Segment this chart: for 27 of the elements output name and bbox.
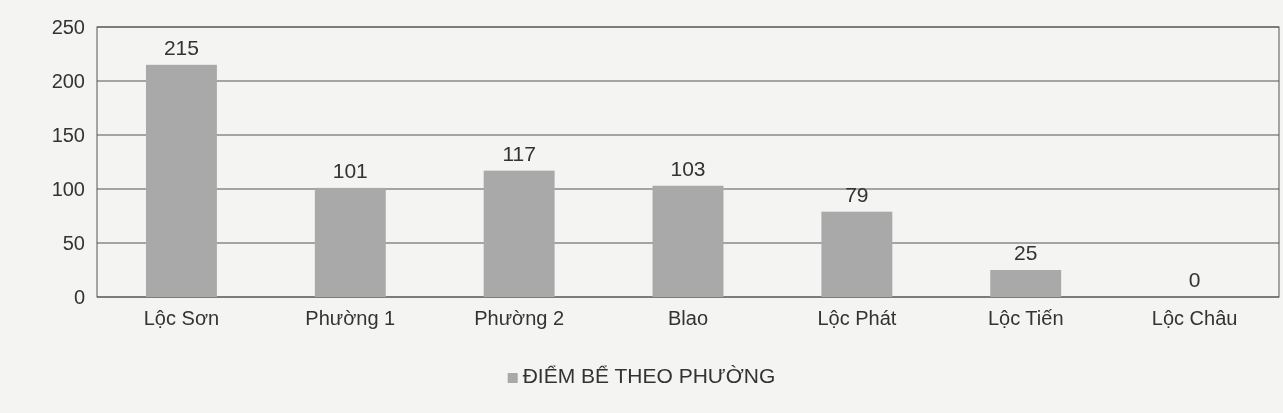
data-label: 101	[332, 158, 368, 182]
data-label: 215	[163, 35, 199, 59]
data-label: 25	[1014, 241, 1038, 264]
y-tick-label: 0	[73, 285, 85, 308]
x-tick-label: Lộc Tiến	[987, 307, 1064, 330]
x-tick-label: Phường 2	[474, 307, 565, 330]
x-tick-label: Lộc Sơn	[143, 307, 220, 330]
x-tick-label: Blao	[667, 307, 709, 330]
y-tick-label: 250	[51, 15, 85, 38]
y-tick-label: 50	[62, 231, 85, 254]
data-label: 103	[670, 156, 706, 180]
x-tick-label: Phường 1	[305, 307, 396, 330]
bar	[483, 170, 555, 297]
data-label: 0	[1188, 268, 1201, 291]
bar	[145, 64, 217, 297]
bar	[821, 211, 893, 297]
y-tick-label: 150	[51, 123, 85, 146]
bar	[652, 185, 724, 297]
y-tick-label: 100	[51, 177, 85, 200]
bar	[990, 270, 1062, 297]
data-label: 117	[502, 141, 536, 165]
data-label: 79	[845, 182, 869, 206]
bar	[314, 187, 386, 297]
y-tick-label: 200	[51, 69, 85, 92]
x-tick-label: Lộc Phát	[817, 307, 897, 330]
x-tick-label: Lộc Châu	[1151, 307, 1238, 330]
legend-label: ĐIỂM BỂ THEO PHƯỜNG	[522, 364, 776, 387]
